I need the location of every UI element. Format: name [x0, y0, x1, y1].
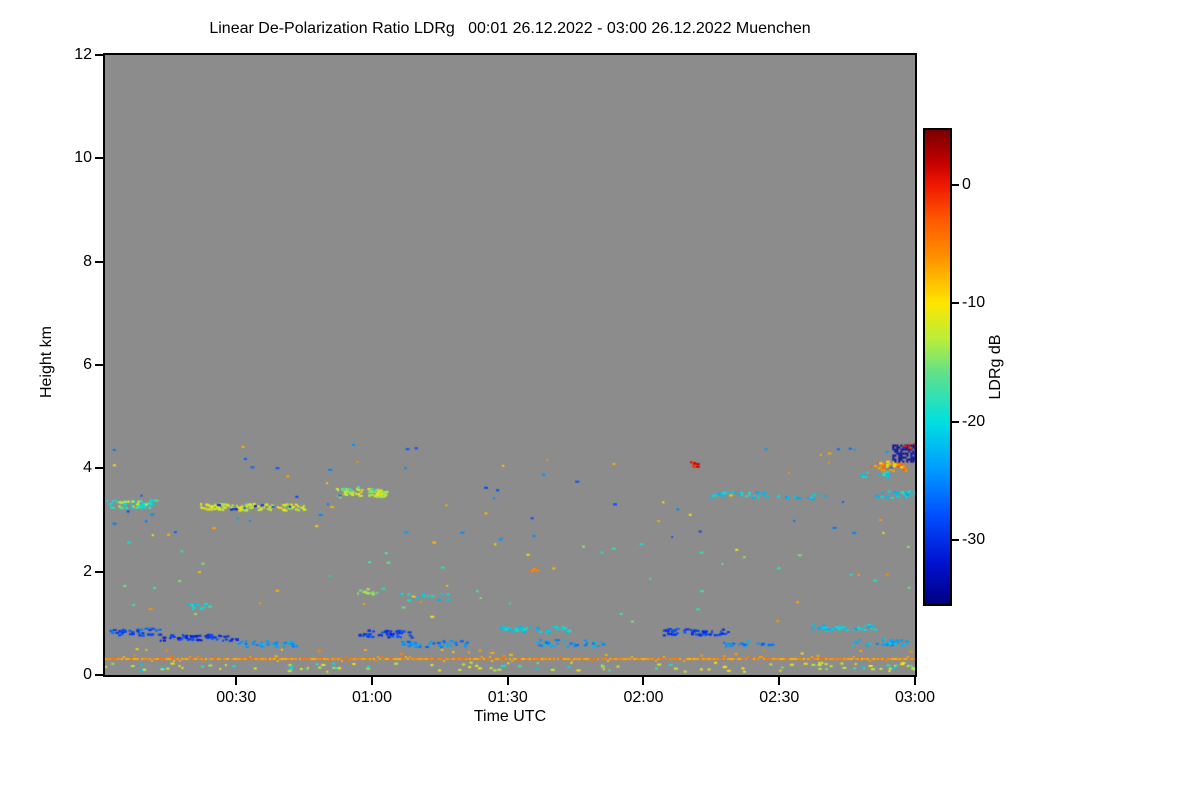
x-axis-label: Time UTC	[473, 708, 547, 725]
y-tick-mark	[95, 54, 103, 56]
y-tick-mark	[95, 467, 103, 470]
plot-area	[103, 53, 917, 677]
y-tick-label: 2	[83, 562, 92, 580]
x-tick-label: 03:00	[894, 689, 936, 706]
y-tick-label: 8	[83, 252, 92, 270]
y-tick-mark	[95, 260, 103, 263]
x-tick-mark	[642, 677, 645, 685]
colorbar-tick-mark	[952, 302, 959, 304]
colorbar-tick-label: -20	[962, 412, 986, 430]
x-tick-label: 00:30	[216, 689, 257, 706]
x-tick-label: 02:00	[623, 689, 664, 706]
x-tick-mark	[778, 677, 781, 685]
y-tick-label: 4	[83, 459, 92, 477]
y-tick-mark	[95, 570, 103, 573]
y-tick-mark	[95, 364, 103, 366]
colorbar-tick-mark	[952, 539, 959, 541]
y-tick-label: 0	[83, 666, 92, 683]
y-tick-label: 12	[74, 46, 92, 63]
colorbar-tick-mark	[952, 183, 959, 186]
x-tick-label: 01:30	[487, 689, 528, 706]
colorbar	[923, 128, 952, 606]
colorbar-label: LDRg dB	[987, 334, 1004, 400]
x-tick-label: 02:30	[759, 689, 800, 706]
x-tick-mark	[914, 677, 916, 685]
y-tick-mark	[95, 674, 103, 676]
x-tick-label: 01:00	[351, 689, 392, 706]
colorbar-gradient-icon	[925, 130, 950, 604]
colorbar-tick-label: 0	[962, 175, 971, 193]
x-tick-mark	[370, 677, 373, 685]
y-tick-label: 6	[83, 356, 92, 373]
colorbar-tick-mark	[952, 420, 959, 423]
y-tick-mark	[95, 157, 103, 160]
x-tick-mark	[235, 677, 238, 685]
chart-title: Linear De-Polarization Ratio LDRg 00:01 …	[209, 20, 811, 37]
colorbar-tick-label: -10	[962, 294, 986, 311]
y-tick-label: 10	[74, 149, 92, 167]
plot-canvas	[105, 55, 915, 675]
x-tick-mark	[506, 677, 509, 685]
colorbar-tick-label: -30	[962, 531, 986, 548]
